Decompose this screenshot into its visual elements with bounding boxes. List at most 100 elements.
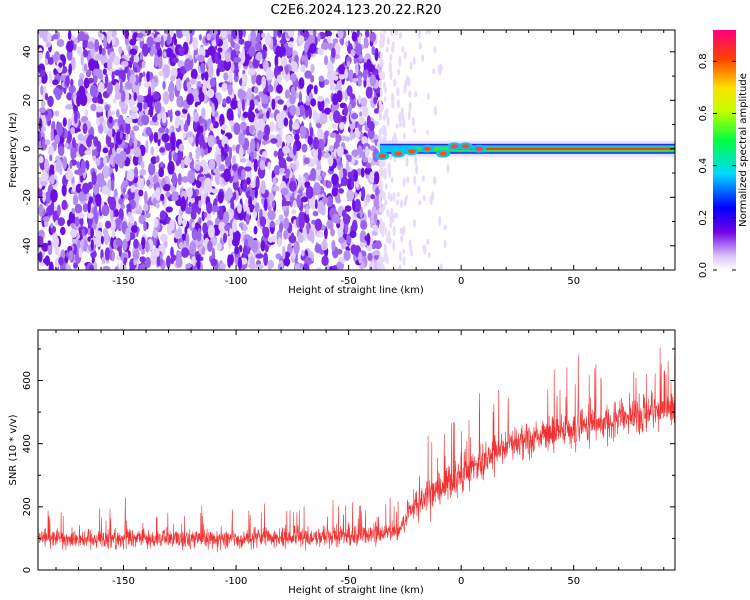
heatmap-noise-cell xyxy=(219,113,225,127)
heatmap-noise-cell xyxy=(145,126,152,136)
heatmap-noise-cell xyxy=(305,185,314,199)
heatmap-noise-cell xyxy=(132,249,140,260)
heatmap-noise-cell xyxy=(83,77,90,89)
heatmap-faint-cell xyxy=(398,251,402,262)
heatmap-noise-cell xyxy=(211,103,215,117)
heatmap-noise-cell xyxy=(266,110,270,119)
heatmap-noise-cell xyxy=(115,239,123,247)
heatmap-noise-cell xyxy=(300,196,309,203)
heatmap-noise-cell xyxy=(114,266,119,270)
heatmap-noise-cell xyxy=(278,65,283,72)
signal-blob-core xyxy=(439,151,448,156)
heatmap-noise-cell xyxy=(166,35,171,46)
heatmap-noise-cell xyxy=(294,263,301,270)
y-tick-label: 0 xyxy=(22,146,33,152)
heatmap-noise-cell xyxy=(74,203,83,214)
heatmap-y-axis-label: Frequency (Hz) xyxy=(8,112,19,188)
heatmap-noise-cell xyxy=(93,136,99,147)
heatmap-noise-cell xyxy=(94,211,99,225)
heatmap-noise-cell xyxy=(41,242,49,252)
heatmap-noise-cell xyxy=(101,256,106,265)
heatmap-noise-cell xyxy=(324,226,328,240)
heatmap-noise-cell xyxy=(53,87,60,96)
heatmap-noise-cell xyxy=(281,245,286,260)
heatmap-noise-cell xyxy=(184,156,191,166)
heatmap-noise-cell xyxy=(138,204,142,215)
heatmap-noise-cell xyxy=(289,195,294,208)
heatmap-noise-cell xyxy=(287,30,295,38)
heatmap-noise-cell xyxy=(339,135,347,141)
heatmap-noise-cell xyxy=(312,210,319,217)
heatmap-noise-cell xyxy=(305,100,312,106)
heatmap-faint-cell xyxy=(381,264,385,270)
heatmap-noise-cell xyxy=(332,93,339,106)
x-tick-label: 50 xyxy=(567,276,580,287)
heatmap-noise-cell xyxy=(345,160,350,174)
heatmap-noise-cell xyxy=(47,32,52,43)
heatmap-noise-cell xyxy=(79,216,84,227)
heatmap-noise-cell xyxy=(249,256,256,269)
heatmap-noise-cell xyxy=(242,30,246,38)
heatmap-faint-cell xyxy=(403,50,407,60)
heatmap-noise-cell xyxy=(111,250,115,262)
heatmap-axes: -150 -100 -50 0 50 -40 -20 0 20 40 xyxy=(22,30,675,287)
heatmap-noise-cell xyxy=(107,58,113,72)
heatmap-noise-cell xyxy=(141,236,146,250)
heatmap-noise-cell xyxy=(374,224,378,232)
heatmap-noise-cell xyxy=(154,217,159,228)
heatmap-noise-cell xyxy=(329,132,337,138)
y-tick-label: -40 xyxy=(22,238,33,254)
heatmap-faint-cell xyxy=(382,33,385,44)
heatmap-noise-cell xyxy=(93,68,100,77)
heatmap-faint-cell xyxy=(379,165,383,172)
heatmap-noise-cell xyxy=(278,236,281,247)
heatmap-noise-cell xyxy=(38,47,43,60)
heatmap-noise-cell xyxy=(353,58,361,65)
heatmap-faint-cell xyxy=(379,192,382,201)
x-tick-label: 50 xyxy=(567,576,580,587)
heatmap-noise-cell xyxy=(314,243,322,254)
heatmap-noise-cell xyxy=(356,30,360,38)
heatmap-noise-cell xyxy=(160,193,165,202)
heatmap-noise-cell xyxy=(313,137,320,150)
heatmap-noise-cell xyxy=(254,116,258,129)
heatmap-noise-cell xyxy=(321,255,329,266)
heatmap-noise-cell xyxy=(198,217,202,225)
heatmap-noise-cell xyxy=(327,220,334,230)
heatmap-noise-cell xyxy=(312,30,317,38)
heatmap-noise-cell xyxy=(145,139,149,153)
heatmap-noise-cell xyxy=(142,71,146,78)
heatmap-noise-cell xyxy=(173,37,178,46)
heatmap-noise-cell xyxy=(301,249,305,257)
heatmap-noise-cell xyxy=(350,178,355,189)
heatmap-noise-cell xyxy=(78,143,85,157)
heatmap-noise-cell xyxy=(285,65,289,75)
heatmap-faint-cell xyxy=(379,179,383,190)
heatmap-faint-cell xyxy=(398,112,402,123)
heatmap-faint-cell xyxy=(382,160,386,167)
heatmap-noise-cell xyxy=(301,55,306,62)
heatmap-noise-cell xyxy=(176,250,183,260)
heatmap-noise-cell xyxy=(56,122,63,136)
heatmap-noise-cell xyxy=(193,111,199,123)
heatmap-noise-cell xyxy=(310,63,315,74)
heatmap-noise-cell xyxy=(248,196,253,207)
heatmap-noise-cell xyxy=(228,147,233,160)
heatmap-noise-cell xyxy=(102,165,110,179)
heatmap-noise-cell xyxy=(186,187,193,198)
heatmap-noise-cell xyxy=(224,52,231,63)
heatmap-noise-cell xyxy=(146,71,150,83)
heatmap-noise-cell xyxy=(302,263,310,270)
heatmap-faint-cell xyxy=(425,30,429,35)
heatmap-noise-cell xyxy=(342,115,347,122)
heatmap-noise-cell xyxy=(172,254,177,262)
heatmap-noise-cell xyxy=(295,106,301,118)
colorbar-tick-label: 0.6 xyxy=(698,106,709,122)
heatmap-noise-cell xyxy=(360,97,368,107)
heatmap-noise-cell xyxy=(338,73,346,80)
heatmap-noise-cell xyxy=(102,119,107,129)
heatmap-noise-cell xyxy=(139,72,143,79)
heatmap-noise-cell xyxy=(326,195,334,208)
heatmap-noise-cell xyxy=(68,63,72,75)
heatmap-noise-cell xyxy=(319,113,328,125)
